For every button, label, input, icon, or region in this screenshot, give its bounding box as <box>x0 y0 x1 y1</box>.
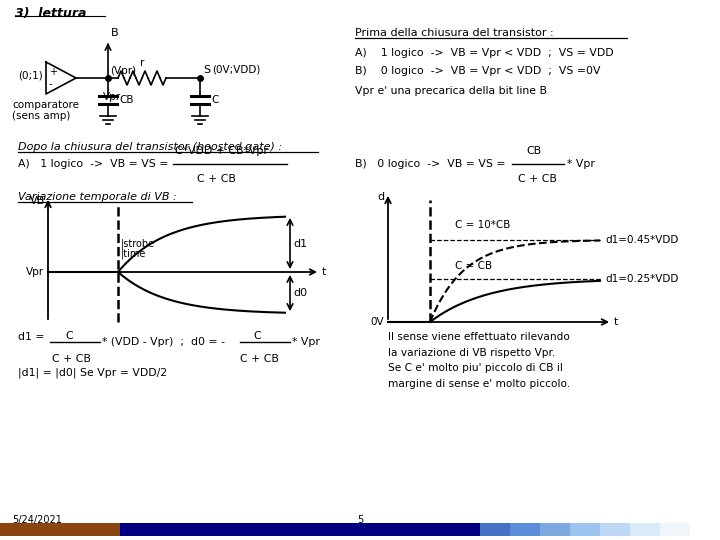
Text: C + CB: C + CB <box>197 174 236 184</box>
Text: B)    0 logico  ->  VB = Vpr < VDD  ;  VS =0V: B) 0 logico -> VB = Vpr < VDD ; VS =0V <box>355 66 600 76</box>
Bar <box>210 523 240 536</box>
Text: CB: CB <box>526 146 541 156</box>
Text: (0;1): (0;1) <box>18 70 42 80</box>
Bar <box>390 523 420 536</box>
Text: * Vpr: * Vpr <box>567 159 595 169</box>
Bar <box>240 523 270 536</box>
Bar <box>300 523 330 536</box>
Text: d1 =: d1 = <box>18 332 48 342</box>
Bar <box>330 523 360 536</box>
Text: |time: |time <box>121 249 146 259</box>
Text: CB: CB <box>119 95 133 105</box>
Bar <box>690 523 720 536</box>
Text: * (VDD - Vpr)  ;  d0 = -: * (VDD - Vpr) ; d0 = - <box>102 337 225 347</box>
Text: C + CB: C + CB <box>52 354 91 364</box>
Text: C: C <box>240 331 261 341</box>
Bar <box>60 523 90 536</box>
Text: comparatore: comparatore <box>12 100 79 110</box>
Text: Vpr e' una precarica della bit line B: Vpr e' una precarica della bit line B <box>355 86 547 96</box>
Text: C = 10*CB: C = 10*CB <box>455 220 510 230</box>
Text: (Vpr): (Vpr) <box>110 66 136 76</box>
Bar <box>450 523 480 536</box>
Text: 3)  lettura: 3) lettura <box>15 7 86 20</box>
Text: Vpr: Vpr <box>103 92 121 102</box>
Text: Variazione temporale di VB :: Variazione temporale di VB : <box>18 192 176 202</box>
Bar <box>0 523 30 536</box>
Bar <box>570 523 600 536</box>
Text: d1: d1 <box>293 239 307 249</box>
Text: C: C <box>211 95 218 105</box>
Bar <box>540 523 570 536</box>
Text: (0V;VDD): (0V;VDD) <box>212 65 261 75</box>
Bar <box>510 523 540 536</box>
Text: B: B <box>111 28 119 38</box>
Text: B)   0 logico  ->  VB = VS =: B) 0 logico -> VB = VS = <box>355 159 505 169</box>
Bar <box>30 523 60 536</box>
Text: * Vpr: * Vpr <box>292 337 320 347</box>
Text: -: - <box>49 79 53 89</box>
Text: t: t <box>614 317 618 327</box>
Bar <box>360 523 390 536</box>
Bar <box>600 523 630 536</box>
Text: VB: VB <box>30 196 45 206</box>
Bar <box>270 523 300 536</box>
Text: (sens amp): (sens amp) <box>12 111 71 121</box>
Text: d1=0.25*VDD: d1=0.25*VDD <box>605 274 678 284</box>
Bar <box>630 523 660 536</box>
Bar <box>480 523 510 536</box>
Bar <box>660 523 690 536</box>
Text: d0: d0 <box>293 288 307 298</box>
Bar <box>150 523 180 536</box>
Text: C + CB: C + CB <box>518 174 557 184</box>
Text: C*VDD + CB*Vpr: C*VDD + CB*Vpr <box>175 146 268 156</box>
Bar <box>180 523 210 536</box>
Text: 5/24/2021: 5/24/2021 <box>12 515 62 525</box>
Text: Il sense viene effettuato rilevando
la variazione di VB rispetto Vpr.
Se C e' mo: Il sense viene effettuato rilevando la v… <box>388 332 570 389</box>
Text: 5: 5 <box>357 515 363 525</box>
Text: r: r <box>140 58 144 68</box>
Text: +: + <box>49 67 57 77</box>
Bar <box>420 523 450 536</box>
Text: Prima della chiusura del transistor :: Prima della chiusura del transistor : <box>355 28 554 38</box>
Text: C: C <box>52 331 73 341</box>
Text: A)   1 logico  ->  VB = VS =: A) 1 logico -> VB = VS = <box>18 159 168 169</box>
Text: S: S <box>203 65 210 75</box>
Text: d1=0.45*VDD: d1=0.45*VDD <box>605 235 678 245</box>
Text: C + CB: C + CB <box>240 354 279 364</box>
Text: Vpr: Vpr <box>26 267 44 277</box>
Text: |d1| = |d0| Se Vpr = VDD/2: |d1| = |d0| Se Vpr = VDD/2 <box>18 368 167 379</box>
Bar <box>90 523 120 536</box>
Text: Dopo la chiusura del transistor (boosted gate) :: Dopo la chiusura del transistor (boosted… <box>18 142 282 152</box>
Text: t: t <box>322 267 326 277</box>
Bar <box>120 523 150 536</box>
Text: 0V: 0V <box>370 317 384 327</box>
Text: A)    1 logico  ->  VB = Vpr < VDD  ;  VS = VDD: A) 1 logico -> VB = Vpr < VDD ; VS = VDD <box>355 48 613 58</box>
Text: |strobe: |strobe <box>121 239 155 249</box>
Text: C = CB: C = CB <box>455 261 492 271</box>
Text: d: d <box>378 192 385 202</box>
